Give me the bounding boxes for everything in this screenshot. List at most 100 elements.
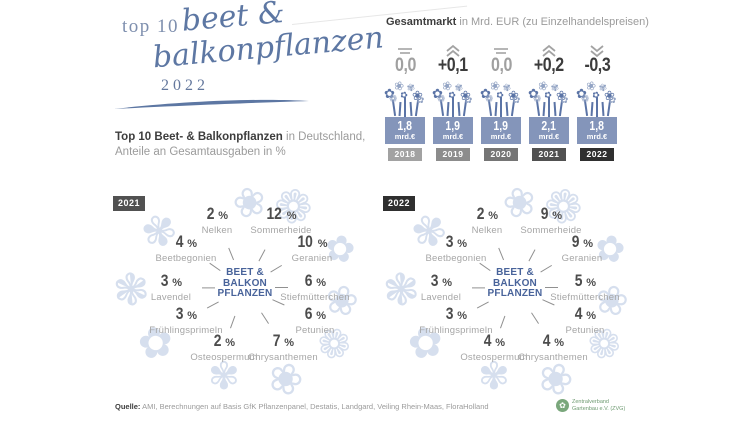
chart-center-label: BEET & BALKON PFLANZEN (217, 267, 273, 299)
market-value-box: 1,9 mrd.€ (481, 117, 521, 144)
page-title: beet & balkonpflanzen (151, 0, 385, 75)
plant-value: 9 % (540, 205, 563, 223)
zvg-logo-line2: Gartenbau e.V. (ZVG) (572, 405, 626, 412)
plant-item-chrysanthemen: 4 % Chrysanthemen (493, 332, 613, 364)
title-top10: top 10 (122, 16, 180, 37)
plant-value: 4 % (175, 233, 198, 251)
flower-cluster-icon: ✿ ❀ ✾ ❀ ✿ ❁ ✿ (527, 78, 571, 118)
trend-equal-icon (398, 48, 412, 54)
year-badge-2021: 2021 (532, 148, 566, 161)
year-badge-2020: 2020 (484, 148, 518, 161)
plant-name: Petunien (295, 325, 335, 336)
plant-name: Stiefmütterchen (550, 292, 620, 303)
plant-name: Petunien (565, 325, 605, 336)
plant-value: 7 % (272, 332, 295, 350)
plant-item-geranien: 10 % Geranien (252, 233, 372, 265)
plant-value: 4 % (574, 305, 597, 323)
market-change-value: 0,0 (394, 55, 416, 76)
plant-item-osteospermum: 4 % Osteospermum (434, 332, 554, 364)
source-line: Quelle: AMI, Berechnungen auf Basis GfK … (115, 402, 489, 411)
market-column-2021: +0,2 ✿ ❀ ✾ ❀ ✿ ❁ ✿ 2,1 mrd.€ 2021 (527, 44, 571, 164)
plant-value: 2 % (476, 205, 499, 223)
flower-cluster-icon: ✿ ❀ ✾ ❀ ✿ ❁ ✿ (575, 78, 619, 118)
ray-line (545, 287, 558, 289)
plant-name: Chrysanthemen (518, 352, 588, 363)
plant-item-lavendel: 3 % Lavendel (381, 272, 501, 304)
trend-down-icon (590, 45, 604, 58)
trend-down-icon (575, 44, 619, 63)
plant-item-beetbegonien: 4 % Beetbegonien (126, 233, 246, 265)
plant-item-geranien: 9 % Geranien (522, 233, 642, 265)
market-column-2018: 0,0 ✿ ❀ ✾ ❀ ✿ ❁ ✿ 1,8 mrd.€ 2018 (383, 44, 427, 164)
chart-year-badge-2021: 2021 (113, 196, 145, 211)
year-badge-2018: 2018 (388, 148, 422, 161)
plant-value: 4 % (542, 332, 565, 350)
plant-item-lavendel: 3 % Lavendel (111, 273, 231, 304)
trend-equal-icon (494, 48, 508, 54)
plant-value: 3 % (430, 272, 453, 290)
plant-name: Lavendel (150, 292, 192, 303)
plant-value: 2 % (206, 205, 229, 223)
trend-up-icon (431, 44, 475, 63)
flower-cluster-icon: ✿ ❀ ✾ ❀ ✿ ❁ ✿ (431, 78, 475, 118)
plant-value: 10 % (297, 233, 328, 251)
market-change-value: 0,0 (490, 55, 512, 76)
plant-name: Nelken (471, 225, 503, 236)
swoosh-underline (114, 99, 309, 109)
market-change-value: +0,2 (534, 55, 564, 76)
zvg-logo: Zentralverband Gartenbau e.V. (ZVG) (556, 399, 625, 412)
plant-value: 9 % (571, 233, 594, 251)
subtitle-line2: Anteile an Gesamtausgaben in % (115, 146, 286, 158)
source-text: AMI, Berechnungen auf Basis GfK Pflanzen… (140, 402, 489, 411)
market-value-box: 1,9 mrd.€ (433, 117, 473, 144)
plant-name: Sommerheide (250, 225, 312, 236)
plant-item-stiefmtterchen: 6 % Stiefmütterchen (255, 272, 375, 304)
flower-illustration-icon: ✾ (208, 356, 240, 398)
plant-value: 6 % (304, 305, 327, 323)
plant-value: 6 % (304, 272, 327, 290)
zvg-logo-line1: Zentralverband (572, 399, 609, 405)
market-column-2019: +0,1 ✿ ❀ ✾ ❀ ✿ ❁ ✿ 1,9 mrd.€ 2019 (431, 44, 475, 164)
title-year: 2022 (161, 77, 209, 94)
market-heading: Gesamtmarkt in Mrd. EUR (zu Einzelhandel… (386, 16, 649, 28)
trend-up-icon (542, 44, 556, 57)
plant-value: 2 % (213, 332, 236, 350)
market-value-box: 1,8 mrd.€ (577, 117, 617, 144)
plant-name: Chrysanthemen (248, 352, 318, 363)
chart-year-badge-2022: 2022 (383, 196, 415, 211)
market-heading-bold: Gesamtmarkt (386, 16, 457, 28)
flower-cluster-icon: ✿ ❀ ✾ ❀ ✿ ❁ ✿ (479, 78, 523, 118)
market-heading-rest: in Mrd. EUR (zu Einzelhandelspreisen) (456, 16, 649, 28)
plant-value: 5 % (574, 272, 597, 290)
trend-up-icon (527, 44, 571, 63)
plant-item-frhlingsprimeln: 3 % Frühlingsprimeln (126, 305, 246, 337)
plant-item-sommerheide: 12 % Sommerheide (221, 205, 341, 237)
plant-value: 12 % (266, 205, 297, 223)
zvg-logo-icon (556, 399, 569, 412)
plant-item-osteospermum: 2 % Osteospermum (164, 332, 284, 364)
plant-value: 4 % (483, 332, 506, 350)
year-badge-2022: 2022 (580, 148, 614, 161)
zvg-logo-text: Zentralverband Gartenbau e.V. (ZVG) (572, 399, 625, 412)
market-change-value: +0,1 (438, 55, 468, 76)
flower-cluster-icon: ✿ ❀ ✾ ❀ ✿ ❁ ✿ (383, 78, 427, 118)
subtitle-bold: Top 10 Beet- & Balkonpflanzen (115, 131, 283, 143)
plant-name: Lavendel (420, 292, 462, 303)
charts-subtitle: Top 10 Beet- & Balkonpflanzen in Deutsch… (115, 130, 365, 160)
market-column-2022: -0,3 ✿ ❀ ✾ ❀ ✿ ❁ ✿ 1,8 mrd.€ 2022 (575, 44, 619, 164)
plant-name: Sommerheide (520, 225, 582, 236)
trend-equal-icon (479, 44, 523, 63)
plant-name: Geranien (561, 253, 603, 264)
flower-illustration-icon: ✾ (478, 356, 510, 398)
plant-item-chrysanthemen: 7 % Chrysanthemen (223, 332, 343, 364)
plant-value: 3 % (175, 305, 198, 323)
chart-center-label: BEET & BALKON PFLANZEN (487, 267, 543, 299)
plant-item-petunien: 4 % Petunien (525, 305, 645, 337)
market-change-value: -0,3 (584, 55, 610, 76)
plant-name: Frühlingsprimeln (419, 325, 493, 336)
plant-name: Nelken (201, 225, 233, 236)
trend-up-icon (446, 44, 460, 57)
market-value-box: 2,1 mrd.€ (529, 117, 569, 144)
plant-name: Stiefmütterchen (280, 292, 350, 303)
plant-name: Osteospermum (190, 352, 258, 363)
